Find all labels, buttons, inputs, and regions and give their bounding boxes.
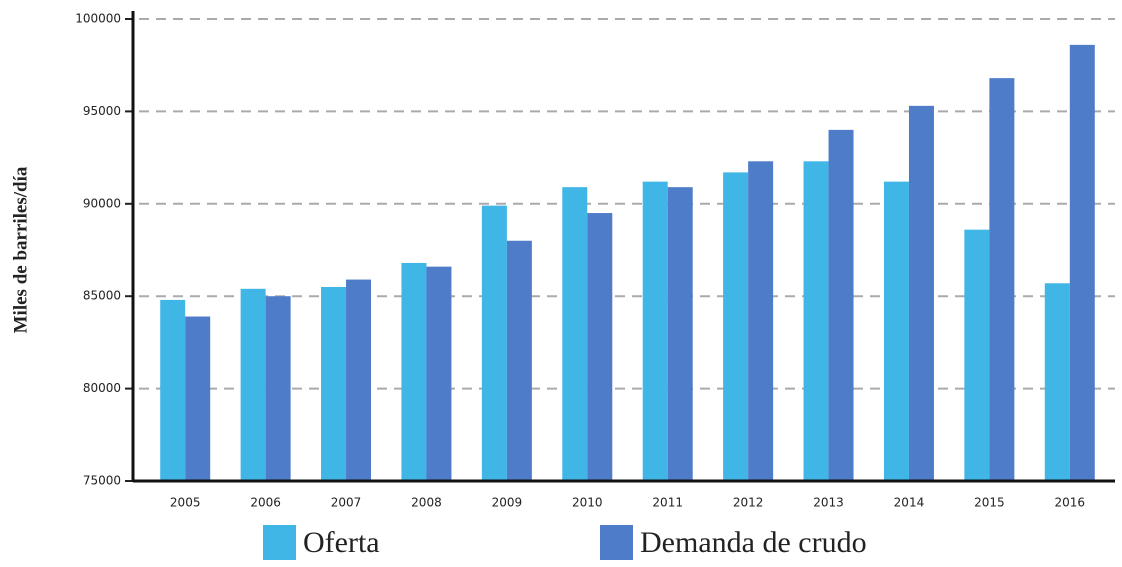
legend-label: Demanda de crudo <box>640 526 867 559</box>
x-tick-label: 2014 <box>894 496 925 510</box>
bar <box>481 205 507 481</box>
bar <box>587 213 613 482</box>
x-tick-label: 2009 <box>492 496 523 510</box>
bar <box>748 161 774 481</box>
bar <box>346 279 372 481</box>
x-tick-label: 2008 <box>411 496 442 510</box>
bar <box>401 262 427 481</box>
bar <box>506 240 532 481</box>
bar <box>803 161 829 481</box>
x-tick-label: 2006 <box>250 496 281 510</box>
bar <box>185 316 211 481</box>
x-tick-label: 2016 <box>1055 496 1086 510</box>
x-tick-label: 2010 <box>572 496 603 510</box>
bar <box>828 129 854 481</box>
y-tick-label: 100000 <box>75 12 121 26</box>
bar <box>426 266 452 481</box>
x-tick-label: 2013 <box>813 496 844 510</box>
bar <box>321 286 347 481</box>
y-tick-label: 95000 <box>83 104 121 118</box>
x-tick-label: 2015 <box>974 496 1005 510</box>
y-tick-label: 75000 <box>83 474 121 488</box>
bar <box>908 105 934 481</box>
bar <box>265 296 291 481</box>
bar <box>723 172 749 481</box>
x-tick-label: 2011 <box>652 496 683 510</box>
bar <box>240 288 266 481</box>
bar <box>964 229 990 481</box>
bar <box>642 181 668 481</box>
bar <box>1069 44 1095 481</box>
legend-swatch <box>600 525 633 560</box>
bar <box>989 78 1015 482</box>
bar <box>562 187 588 481</box>
bar <box>883 181 909 481</box>
bar <box>667 187 693 481</box>
bar <box>160 299 186 481</box>
x-tick-label: 2012 <box>733 496 764 510</box>
y-axis-label: Miles de barriles/día <box>10 166 31 333</box>
x-tick-label: 2005 <box>170 496 201 510</box>
y-tick-label: 85000 <box>83 289 121 303</box>
bar <box>1044 283 1070 481</box>
y-tick-label: 80000 <box>83 381 121 395</box>
x-tick-label: 2007 <box>331 496 362 510</box>
legend-swatch <box>263 525 296 560</box>
y-tick-label: 90000 <box>83 196 121 210</box>
legend-label: Oferta <box>303 526 380 559</box>
